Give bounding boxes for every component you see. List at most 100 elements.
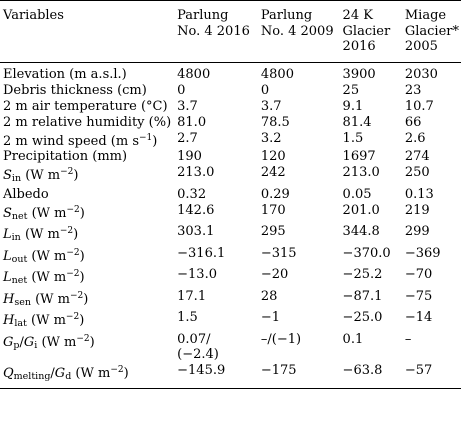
cell-value: −369: [404, 245, 441, 261]
cell-value: −87.1: [342, 288, 383, 304]
header-miage-glacier-2005: Miage Glacier* 2005: [398, 0, 461, 62]
cell-value: 3.2: [260, 130, 282, 146]
cell-value: 1.5: [177, 310, 198, 325]
row-label: Albedo: [3, 186, 49, 202]
cell-value: 0: [260, 82, 270, 98]
table-row: Hsen (W m−2) 17.1 28 −87.1 −75: [0, 289, 461, 311]
cell-value: –/(−1): [260, 331, 302, 347]
cell-value: 17.1: [177, 288, 207, 304]
cell-value: 0.07/(−2.4): [177, 331, 219, 363]
cell-value: −20: [260, 267, 289, 282]
cell-value: 10.7: [404, 98, 434, 114]
table-row: Gp/Gi (W m−2) 0.07/(−2.4) –/(−1) 0.1 –: [0, 332, 461, 363]
energy-balance-table: Variables Parlung No. 4 2016 Parlung No. 4…: [0, 0, 461, 389]
table-body: Elevation (m a.s.l.) 4800 4800 3900 2030…: [0, 61, 461, 389]
cell-value: 78.5: [260, 114, 290, 130]
cell-value: −13.0: [177, 267, 217, 282]
cell-value: 1.5: [342, 130, 364, 146]
cell-value: 344.8: [342, 224, 380, 239]
cell-value: −70: [404, 267, 433, 282]
row-label: Qmelting/Gd (W m−2): [0, 362, 172, 389]
cell-value: 242: [260, 165, 286, 180]
cell-value: 190: [177, 149, 202, 164]
table-row: 2 m wind speed (m s−1) 2.7 3.2 1.5 2.6: [0, 131, 461, 150]
cell-value: 0.32: [177, 186, 207, 202]
cell-value: 66: [404, 114, 422, 130]
cell-value: 0.05: [342, 186, 372, 202]
cell-value: 4800: [171, 61, 255, 83]
cell-value: 3.7: [260, 98, 282, 114]
row-label: Gp/Gi (W m−2): [3, 333, 95, 351]
cell-value: 213.0: [342, 165, 380, 180]
table-row: Snet (W m−2) 142.6 170 201.0 219: [0, 203, 461, 225]
row-label: Hsen (W m−2): [3, 290, 89, 308]
cell-value: 2.7: [177, 130, 198, 146]
cell-value: 0.29: [260, 186, 290, 202]
table-row: Lin (W m−2) 303.1 295 344.8 299: [0, 224, 461, 246]
cell-value: 170: [260, 202, 286, 218]
cell-value: 142.6: [177, 202, 215, 218]
cell-value: −63.8: [336, 362, 399, 389]
cell-value: −75: [404, 288, 433, 304]
table-row: Precipitation (mm) 190 120 1697 274: [0, 149, 461, 165]
cell-value: −145.9: [171, 362, 255, 389]
cell-value: −175: [254, 362, 337, 389]
row-label: 2 m air temperature (°C): [3, 98, 168, 114]
table-row: 2 m relative humidity (%) 81.0 78.5 81.4…: [0, 115, 461, 131]
table-row: Sin (W m−2) 213.0 242 213.0 250: [0, 165, 461, 187]
cell-value: 25: [342, 82, 360, 98]
row-label: Hlat (W m−2): [3, 312, 85, 329]
cell-value: 0.1: [342, 331, 364, 347]
cell-value: −25.0: [342, 310, 383, 325]
cell-value: 4800: [254, 61, 337, 83]
cell-value: 201.0: [342, 202, 380, 218]
cell-value: 81.4: [342, 114, 372, 130]
row-label: 2 m relative humidity (%): [3, 114, 172, 130]
cell-value: 219: [404, 202, 430, 218]
table-row: 2 m air temperature (°C) 3.7 3.7 9.1 10.…: [0, 99, 461, 115]
cell-value: −315: [260, 245, 297, 261]
cell-value: 213.0: [177, 165, 215, 180]
cell-value: 9.1: [342, 98, 364, 114]
cell-value: 0: [177, 82, 186, 98]
row-label: Snet (W m−2): [3, 204, 85, 222]
cell-value: −14: [404, 310, 433, 325]
cell-value: −316.1: [177, 245, 226, 261]
table-row: Lnet (W m−2) −13.0 −20 −25.2 −70: [0, 267, 461, 289]
cell-value: −370.0: [342, 245, 391, 261]
cell-value: 0.13: [404, 186, 434, 202]
row-label: Sin (W m−2): [3, 167, 79, 184]
table-row: Qmelting/Gd (W m−2) −145.9 −175 −63.8 −5…: [0, 362, 461, 389]
cell-value: 303.1: [177, 224, 215, 239]
cell-value: 3900: [336, 61, 399, 83]
row-label: Lin (W m−2): [3, 226, 79, 243]
cell-value: 23: [404, 82, 422, 98]
table-row: Hlat (W m−2) 1.5 −1 −25.0 −14: [0, 310, 461, 332]
row-label: Lout (W m−2): [3, 247, 85, 265]
cell-value: 250: [404, 165, 430, 180]
cell-value: 295: [260, 224, 286, 239]
row-label: 2 m wind speed (m s−1): [3, 132, 158, 149]
cell-value: −57: [398, 362, 461, 389]
header-parlung-2016: Parlung No. 4 2016: [171, 0, 255, 62]
row-label: Lnet (W m−2): [3, 269, 85, 286]
header-24k-glacier-2016: 24 K Glacier 2016: [336, 0, 399, 62]
cell-value: 81.0: [177, 114, 207, 130]
header-parlung-2009: Parlung No. 4 2009: [254, 0, 337, 62]
header-row: Variables Parlung No. 4 2016 Parlung No. 4…: [0, 0, 461, 62]
table-row: Albedo 0.32 0.29 0.05 0.13: [0, 187, 461, 203]
row-label: Debris thickness (cm): [3, 82, 147, 98]
cell-value: 28: [260, 288, 278, 304]
cell-value: 120: [260, 149, 286, 164]
cell-value: –: [404, 331, 412, 347]
cell-value: 2030: [398, 61, 461, 83]
cell-value: 3.7: [177, 98, 198, 114]
table-row: Lout (W m−2) −316.1 −315 −370.0 −369: [0, 246, 461, 268]
row-label: Precipitation (mm): [3, 149, 128, 164]
cell-value: −1: [260, 310, 281, 325]
cell-value: 1697: [342, 149, 376, 164]
cell-value: −25.2: [342, 267, 383, 282]
cell-value: 299: [404, 224, 430, 239]
table-row: Elevation (m a.s.l.) 4800 4800 3900 2030: [0, 61, 461, 83]
